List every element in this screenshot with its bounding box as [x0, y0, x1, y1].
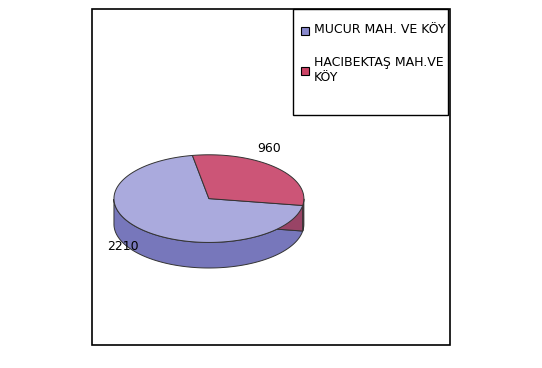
Polygon shape — [114, 155, 302, 243]
Polygon shape — [192, 155, 304, 205]
Bar — [301, 26, 309, 35]
Text: 2210: 2210 — [107, 240, 139, 252]
Text: HACIBEKTAŞ MAH.VE
KÖY: HACIBEKTAŞ MAH.VE KÖY — [314, 56, 443, 84]
Text: MUCUR MAH. VE KÖY: MUCUR MAH. VE KÖY — [314, 23, 446, 36]
Polygon shape — [209, 199, 302, 231]
Polygon shape — [209, 199, 302, 231]
FancyBboxPatch shape — [293, 9, 448, 114]
Polygon shape — [302, 199, 304, 231]
Text: 960: 960 — [257, 142, 281, 155]
Bar — [301, 67, 309, 75]
Polygon shape — [114, 199, 302, 268]
